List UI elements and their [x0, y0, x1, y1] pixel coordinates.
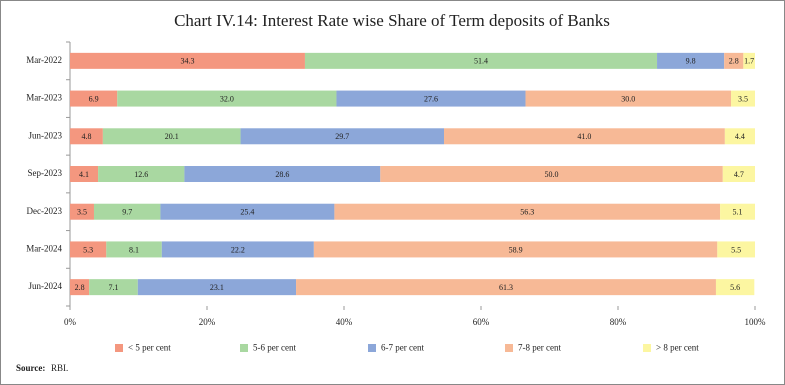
data-label: 23.1 — [210, 283, 224, 292]
y-tick-label: Mar-2022 — [26, 55, 62, 65]
bar-segment — [724, 128, 755, 145]
bar-segment — [93, 203, 161, 220]
legend-label: 7-8 per cent — [518, 343, 561, 353]
bar-segment — [525, 90, 732, 107]
bar-segment — [70, 90, 118, 107]
x-tick-label: 40% — [336, 317, 353, 327]
data-label: 2.8 — [75, 283, 85, 292]
source-text: RBI. — [51, 363, 68, 373]
bar-segment — [444, 128, 725, 145]
bar-segment — [743, 52, 755, 69]
bar-segment — [89, 279, 138, 296]
legend-swatch — [115, 344, 123, 352]
bar-segment — [70, 128, 103, 145]
bar-segment — [334, 203, 721, 220]
data-label: 27.6 — [424, 94, 438, 103]
legend-label: > 8 per cent — [656, 343, 699, 353]
bar-segment — [117, 90, 337, 107]
bar-segment — [657, 52, 725, 69]
data-label: 22.2 — [231, 245, 245, 254]
bar-segment — [70, 203, 94, 220]
x-tick-label: 20% — [199, 317, 216, 327]
legend-swatch — [368, 344, 376, 352]
data-label: 4.8 — [81, 132, 91, 141]
bar-segment — [336, 90, 526, 107]
chart-title: Chart IV.14: Interest Rate wise Share of… — [174, 11, 610, 30]
bar-segment — [184, 166, 381, 182]
bar-segment — [160, 203, 335, 220]
bar-segment — [715, 279, 755, 296]
legend-label: < 5 per cent — [128, 343, 171, 353]
x-tick-label: 80% — [610, 317, 627, 327]
data-label: 9.7 — [122, 208, 132, 217]
bar-segment — [70, 166, 99, 182]
data-label: 30.0 — [621, 94, 635, 103]
y-tick-label: Dec-2023 — [27, 206, 63, 216]
data-label: 2.8 — [729, 57, 739, 66]
bar-segment — [102, 128, 241, 145]
x-tick-label: 60% — [473, 317, 490, 327]
data-label: 28.6 — [275, 170, 289, 179]
y-tick-label: Mar-2024 — [26, 243, 62, 253]
data-label: 4.1 — [79, 170, 89, 179]
y-tick-label: Jun-2023 — [29, 130, 63, 140]
bar-segment — [313, 241, 718, 258]
bar-segment — [98, 166, 185, 182]
x-tick-label: 0% — [64, 317, 77, 327]
data-label: 34.3 — [180, 57, 194, 66]
data-label: 32.0 — [220, 94, 234, 103]
bar-segment — [137, 279, 297, 296]
data-label: 5.1 — [733, 208, 743, 217]
legend-swatch — [505, 344, 513, 352]
bar-segment — [720, 203, 755, 220]
data-label: 12.6 — [134, 170, 148, 179]
data-label: 29.7 — [335, 132, 349, 141]
bar-segment — [70, 279, 90, 296]
y-tick-label: Mar-2023 — [26, 93, 62, 103]
legend-label: 5-6 per cent — [253, 343, 296, 353]
source-label: Source: — [16, 363, 45, 373]
bar-segment — [724, 52, 744, 69]
data-label: 51.4 — [474, 57, 488, 66]
data-label: 6.9 — [89, 94, 99, 103]
data-label: 41.0 — [577, 132, 591, 141]
bar-segment — [70, 241, 107, 258]
bar-segment — [161, 241, 314, 258]
bar-segment — [240, 128, 445, 145]
bar-segment — [731, 90, 755, 107]
data-label: 1.7 — [744, 57, 754, 66]
data-label: 25.4 — [240, 208, 254, 217]
data-label: 56.3 — [520, 208, 534, 217]
data-label: 7.1 — [108, 283, 118, 292]
bar-segment — [106, 241, 162, 258]
data-label: 4.4 — [735, 132, 745, 141]
data-label: 8.1 — [129, 245, 139, 254]
bar-segment — [70, 52, 305, 69]
data-label: 61.3 — [499, 283, 513, 292]
legend-label: 6-7 per cent — [381, 343, 424, 353]
bar-segment — [296, 279, 716, 296]
data-label: 58.9 — [509, 245, 523, 254]
data-label: 9.8 — [686, 57, 696, 66]
data-label: 4.7 — [734, 170, 744, 179]
data-label: 3.5 — [77, 208, 87, 217]
data-label: 5.5 — [731, 245, 741, 254]
data-label: 3.5 — [738, 94, 748, 103]
x-tick-label: 100% — [745, 317, 767, 327]
legend-swatch — [643, 344, 651, 352]
legend-swatch — [240, 344, 248, 352]
data-label: 5.3 — [83, 245, 93, 254]
bar-segment — [722, 166, 755, 182]
y-tick-label: Jun-2024 — [29, 281, 63, 291]
bar-segment — [304, 52, 658, 69]
y-tick-label: Sep-2023 — [28, 168, 63, 178]
data-label: 20.1 — [165, 132, 179, 141]
data-label: 50.0 — [545, 170, 559, 179]
bar-segment — [380, 166, 723, 182]
bar-segment — [717, 241, 755, 258]
data-label: 5.6 — [730, 283, 740, 292]
